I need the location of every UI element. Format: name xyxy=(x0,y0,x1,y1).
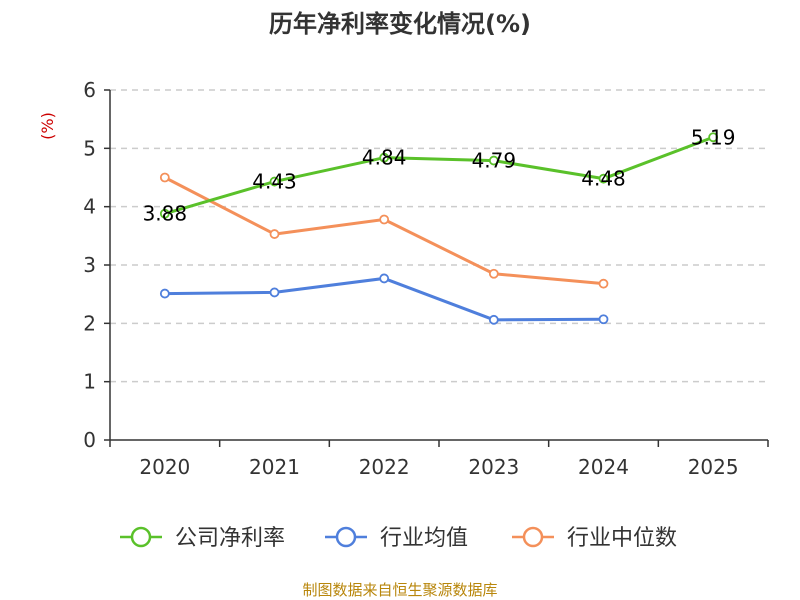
data-label: 4.79 xyxy=(472,149,517,173)
data-label: 3.88 xyxy=(143,202,188,226)
x-tick-label: 2025 xyxy=(688,455,739,479)
legend-item[interactable]: 行业均值 xyxy=(325,526,468,551)
data-label: 4.84 xyxy=(362,146,407,170)
legend-label: 行业中位数 xyxy=(567,526,677,551)
data-point xyxy=(598,278,609,289)
x-tick-label: 2020 xyxy=(139,455,190,479)
axes: 0 1 2 3 4 5 6 2020 2021 2022 2023 2024 2025 xyxy=(83,78,769,479)
data-point xyxy=(488,314,499,325)
y-tick-label: 5 xyxy=(83,136,96,160)
data-point xyxy=(269,176,280,187)
legend-item[interactable]: 公司净利率 xyxy=(120,526,285,551)
legend-marker xyxy=(130,526,152,548)
series-layer xyxy=(159,132,719,325)
legend-label: 行业均值 xyxy=(380,526,468,551)
data-label: 5.19 xyxy=(691,125,736,149)
y-tick-label: 4 xyxy=(83,195,96,219)
data-point xyxy=(598,314,609,325)
y-tick-label: 2 xyxy=(83,311,96,335)
x-tick-label: 2024 xyxy=(578,455,629,479)
legend-label: 公司净利率 xyxy=(175,526,285,551)
y-tick-label: 0 xyxy=(83,428,96,452)
data-point xyxy=(488,268,499,279)
y-tick-label: 1 xyxy=(83,370,96,394)
legend-marker xyxy=(522,526,544,548)
data-point xyxy=(488,155,499,166)
chart-title: 历年净利率变化情况(%) xyxy=(269,10,531,38)
data-point xyxy=(159,208,170,219)
x-tick-label: 2022 xyxy=(359,455,410,479)
data-point xyxy=(708,132,719,143)
data-point xyxy=(379,214,390,225)
data-point xyxy=(379,152,390,163)
y-tick-label: 3 xyxy=(83,253,96,277)
x-tick-label: 2023 xyxy=(468,455,519,479)
series-line xyxy=(164,135,714,216)
data-point xyxy=(159,172,170,183)
data-point xyxy=(598,173,609,184)
data-point xyxy=(269,287,280,298)
data-label: 4.48 xyxy=(581,167,626,191)
y-axis-label: (%) xyxy=(38,112,57,140)
data-point xyxy=(159,288,170,299)
data-point xyxy=(379,273,390,284)
data-labels: 3.88 4.43 4.84 4.79 4.48 5.19 xyxy=(143,125,736,225)
legend-item[interactable]: 行业中位数 xyxy=(512,526,677,551)
series-line xyxy=(164,276,604,322)
source-note: 制图数据来自恒生聚源数据库 xyxy=(302,581,497,599)
x-tick-label: 2021 xyxy=(249,455,300,479)
data-point xyxy=(269,229,280,239)
data-label: 4.43 xyxy=(252,170,297,194)
legend-marker xyxy=(335,526,357,548)
y-tick-label: 6 xyxy=(83,78,96,102)
legend[interactable]: 公司净利率 行业均值 行业中位数 xyxy=(120,526,677,551)
grid-lines xyxy=(110,89,768,383)
